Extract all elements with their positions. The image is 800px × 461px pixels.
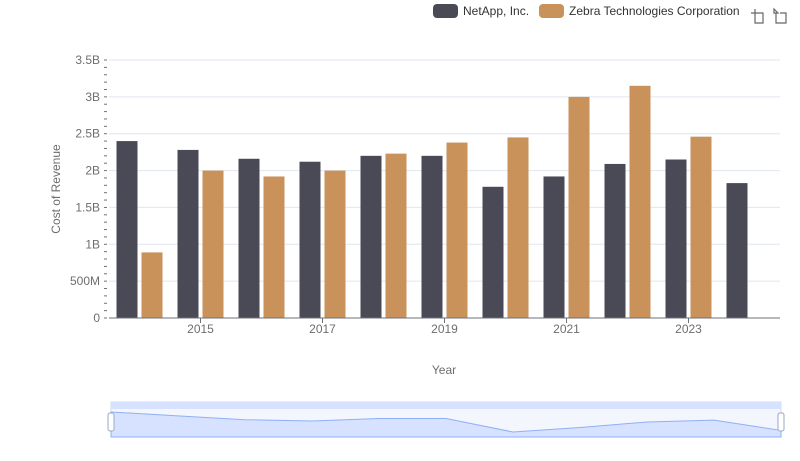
x-tick-label: 2017: [309, 322, 336, 336]
slider-right-handle[interactable]: [777, 412, 785, 432]
data-zoom-slider[interactable]: [107, 401, 785, 438]
y-axis-title: Cost of Revenue: [49, 144, 63, 234]
bar-zebra-2022[interactable]: [629, 85, 651, 318]
bars: [116, 85, 748, 318]
x-axis-title: Year: [432, 363, 456, 377]
bar-netapp-2018[interactable]: [360, 155, 382, 318]
bar-zebra-2019[interactable]: [446, 142, 468, 318]
bar-netapp-2022[interactable]: [604, 163, 626, 318]
y-tick-label: 3.5B: [75, 53, 100, 67]
bar-zebra-2016[interactable]: [263, 176, 285, 318]
x-tick-label: 2019: [431, 322, 458, 336]
y-tick-label: 500M: [70, 274, 100, 288]
bar-zebra-2015[interactable]: [202, 170, 224, 318]
legend-item-zebra[interactable]: Zebra Technologies Corporation: [539, 4, 740, 18]
bar-netapp-2023[interactable]: [665, 159, 687, 318]
bar-netapp-2024[interactable]: [726, 183, 748, 318]
bar-zebra-2018[interactable]: [385, 153, 407, 318]
y-tick-label: 1B: [85, 237, 100, 251]
bar-netapp-2017[interactable]: [299, 161, 321, 318]
x-tick-label: 2021: [553, 322, 580, 336]
bar-zebra-2023[interactable]: [690, 136, 712, 318]
bar-zebra-2020[interactable]: [507, 137, 529, 318]
legend-swatch-zebra: [539, 4, 565, 18]
bar-netapp-2019[interactable]: [421, 155, 443, 318]
slider-top-bar[interactable]: [111, 402, 781, 409]
slider-left-handle[interactable]: [107, 412, 115, 432]
legend-item-netapp[interactable]: NetApp, Inc.: [433, 4, 529, 18]
x-tick-label: 2023: [675, 322, 702, 336]
y-tick-label: 2.5B: [75, 127, 100, 141]
x-axis-labels: 2015 2017 2019 2021 2023: [187, 318, 702, 336]
y-tick-label: 2B: [85, 164, 100, 178]
toolbox: [746, 6, 790, 26]
legend-label-netapp: NetApp, Inc.: [463, 4, 530, 18]
y-tick-label: 3B: [85, 90, 100, 104]
bar-netapp-2016[interactable]: [238, 158, 260, 318]
y-minor-ticks: [104, 59, 107, 319]
zoom-icon[interactable]: [748, 6, 768, 26]
legend: NetApp, Inc. Zebra Technologies Corporat…: [433, 4, 750, 18]
restore-icon[interactable]: [770, 6, 790, 26]
bar-zebra-2017[interactable]: [324, 170, 346, 318]
x-tick-label: 2015: [187, 322, 214, 336]
y-tick-label: 1.5B: [75, 200, 100, 214]
y-axis-labels: 0 500M 1B 1.5B 2B 2.5B 3B 3.5B: [70, 53, 100, 325]
bar-netapp-2021[interactable]: [543, 176, 565, 318]
legend-swatch-netapp: [433, 4, 458, 18]
bar-netapp-2020[interactable]: [482, 186, 504, 318]
bar-netapp-2014[interactable]: [116, 141, 138, 318]
y-tick-label: 0: [93, 311, 100, 325]
bar-zebra-2014[interactable]: [141, 252, 163, 318]
bar-zebra-2021[interactable]: [568, 96, 590, 318]
slider-preview-area: [110, 411, 782, 438]
bar-netapp-2015[interactable]: [177, 149, 199, 318]
legend-label-zebra: Zebra Technologies Corporation: [569, 4, 740, 18]
